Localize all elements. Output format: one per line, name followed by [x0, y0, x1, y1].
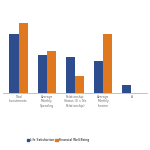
Bar	[94, 61, 103, 93]
Bar	[75, 76, 84, 93]
Bar	[47, 51, 56, 93]
Bar	[19, 23, 28, 93]
Bar	[38, 55, 47, 93]
Bar	[66, 57, 75, 93]
Bar	[122, 85, 131, 93]
Bar	[9, 34, 19, 93]
Legend: Life Satisfaction, Financial Well-Being: Life Satisfaction, Financial Well-Being	[25, 137, 90, 143]
Bar	[103, 34, 112, 93]
